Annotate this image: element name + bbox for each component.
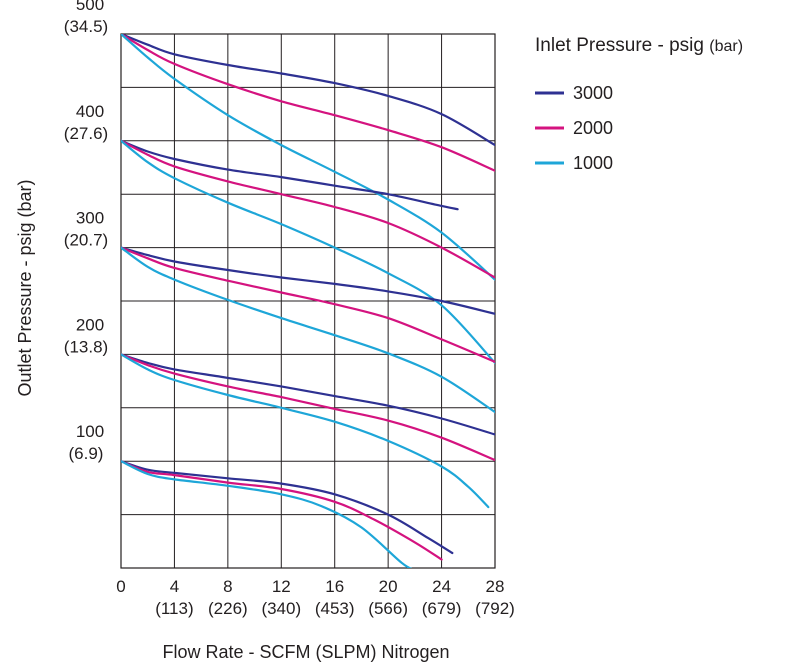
curve-3000-set-400 — [121, 139, 459, 211]
x-tick-label: 24 — [432, 577, 451, 596]
curve-3000-set-500 — [121, 34, 495, 147]
x-tick-label: 0 — [116, 577, 125, 596]
legend-label-3000: 3000 — [573, 83, 613, 103]
curve-3000-set-300 — [121, 246, 495, 315]
curve-3000-set-100 — [121, 460, 454, 555]
curve-1000-set-500 — [121, 34, 495, 281]
tick-labels: 0 4 (113) 8 (226) 12 (340) 16 (453) 20 (566) 24 (679… — [64, 0, 515, 618]
x-tick-sublabel: (566) — [368, 599, 408, 618]
legend-title-unit: (bar) — [709, 38, 743, 55]
x-tick-sublabel: (453) — [315, 599, 355, 618]
x-tick-label: 20 — [379, 577, 398, 596]
y-tick-sublabel: (27.6) — [64, 124, 108, 143]
x-tick-label: 28 — [486, 577, 505, 596]
y-tick-sublabel: (34.5) — [64, 17, 108, 36]
x-tick-label: 12 — [272, 577, 291, 596]
curve-2000-set-300 — [121, 246, 495, 363]
curve-2000-set-200 — [121, 353, 495, 462]
y-tick-sublabel: (6.9) — [69, 444, 104, 463]
x-tick-label: 16 — [325, 577, 344, 596]
legend-title: Inlet Pressure - psig (bar) — [535, 35, 743, 56]
legend-label-1000: 1000 — [573, 153, 613, 173]
y-tick-label: 200 — [76, 315, 104, 334]
x-tick-sublabel: (113) — [155, 599, 193, 618]
y-tick-label: 300 — [76, 209, 104, 228]
plot-frame — [120, 33, 496, 569]
y-tick-label: 500 — [76, 0, 104, 14]
curve-1000-set-400 — [121, 139, 495, 364]
y-tick-sublabel: (20.7) — [64, 231, 108, 250]
x-tick-sublabel: (792) — [475, 599, 515, 618]
y-axis-label: Outlet Pressure - psig (bar) — [15, 179, 35, 396]
y-tick-sublabel: (13.8) — [64, 337, 108, 356]
y-tick-label: 100 — [76, 422, 104, 441]
curve-2000-set-100 — [121, 460, 443, 561]
x-tick-sublabel: (340) — [261, 599, 301, 618]
curve-1000-set-300 — [121, 246, 495, 414]
curve-3000-set-200 — [121, 353, 495, 436]
legend-entries: 3000 2000 1000 — [535, 83, 613, 173]
x-tick-label: 4 — [170, 577, 179, 596]
curve-1000-set-100 — [121, 460, 413, 568]
legend: Inlet Pressure - psig (bar) 3000 2000 1000 — [535, 35, 743, 173]
curve-1000-set-200 — [121, 353, 490, 509]
x-tick-sublabel: (679) — [422, 599, 462, 618]
x-tick-sublabel: (226) — [208, 599, 248, 618]
x-axis-label: Flow Rate - SCFM (SLPM) Nitrogen — [162, 642, 449, 662]
legend-label-2000: 2000 — [573, 118, 613, 138]
curve-2000-set-500 — [121, 34, 495, 172]
curves — [121, 34, 495, 568]
y-tick-label: 400 — [76, 102, 104, 121]
x-tick-label: 8 — [223, 577, 232, 596]
curve-2000-set-400 — [121, 139, 495, 279]
legend-title-text: Inlet Pressure - psig — [535, 35, 704, 56]
